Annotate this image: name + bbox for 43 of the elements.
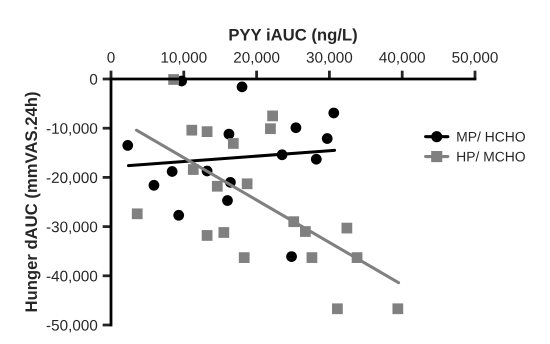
point (290, 122, 302, 134)
point (328, 108, 340, 118)
point (122, 140, 134, 151)
point (265, 123, 276, 134)
x-tick-label: 0 (107, 52, 115, 63)
y-tick-label: -40,000 (46, 270, 98, 284)
point (286, 251, 297, 262)
point (238, 252, 250, 263)
legend-label: MP/ HCHO (457, 131, 525, 142)
point (132, 208, 143, 220)
point (218, 227, 230, 238)
point (236, 81, 248, 92)
x-tick-label: 10,000 (162, 52, 207, 65)
legend-label: HP/ MCHO (457, 151, 525, 162)
x-tick-label: 20,000 (234, 52, 280, 65)
point (310, 154, 322, 165)
point (186, 124, 198, 136)
point (322, 133, 333, 144)
point (202, 230, 212, 241)
y-tick-label: -20,000 (46, 172, 98, 185)
y-axis-title: Hunger dAUC (mmVAS.24h) (24, 92, 40, 312)
point (166, 166, 178, 177)
point (332, 303, 343, 314)
point (173, 210, 184, 221)
y-tick-label: -50,000 (46, 320, 98, 332)
x-tick-label: 50,000 (452, 52, 498, 65)
point (341, 222, 352, 234)
point (228, 138, 239, 149)
x-axis-title: PYY iAUC (ng/L) (229, 28, 357, 44)
point (148, 180, 160, 191)
point (392, 303, 404, 314)
x-tick-label: 40,000 (379, 52, 425, 65)
y-tick-label: -30,000 (46, 221, 98, 234)
point (202, 126, 212, 138)
point (242, 178, 253, 190)
y-tick-label: 0 (90, 74, 98, 85)
point (224, 128, 234, 140)
x-tick-label: 30,000 (306, 52, 352, 65)
point (306, 252, 318, 263)
point (212, 180, 223, 192)
point (222, 195, 233, 206)
y-tick-label: -10,000 (46, 123, 98, 136)
point (267, 110, 278, 122)
